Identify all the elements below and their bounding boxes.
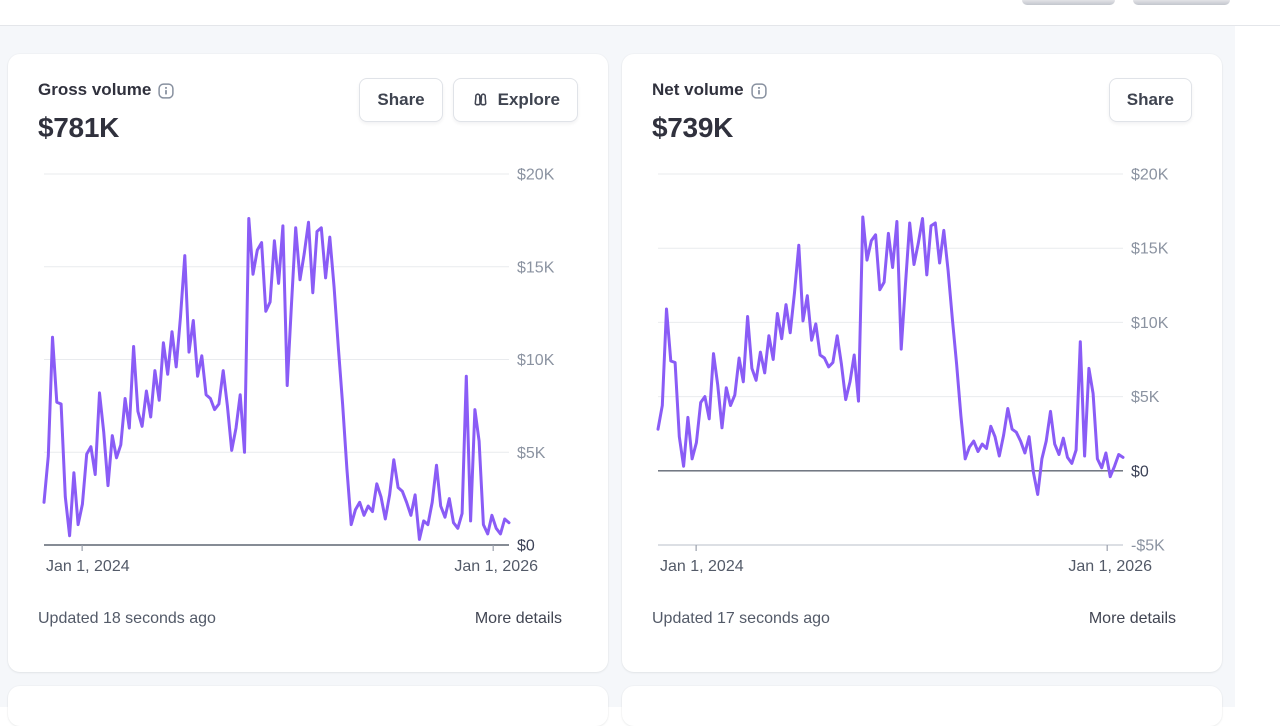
x-axis-labels: Jan 1, 2024 Jan 1, 2026 (38, 556, 578, 578)
svg-text:$0: $0 (1131, 463, 1149, 480)
more-details-link[interactable]: More details (474, 610, 562, 627)
share-button[interactable]: Share (359, 78, 443, 122)
updated-status: Updated 18 seconds ago (38, 610, 216, 627)
partial-card (8, 686, 608, 726)
top-toolbar (0, 0, 1280, 26)
updated-status: Updated 17 seconds ago (652, 610, 830, 627)
dashboard-content: Gross volume $781K Share (0, 26, 1235, 726)
net-volume-card: Net volume $739K Share (622, 54, 1222, 672)
svg-text:$5K: $5K (517, 445, 546, 462)
x-axis-label-end: Jan 1, 2026 (454, 558, 538, 575)
gross-volume-card: Gross volume $781K Share (8, 54, 608, 672)
x-axis-labels: Jan 1, 2024 Jan 1, 2026 (652, 556, 1192, 578)
overview-charts-row: Gross volume $781K Share (8, 54, 1235, 672)
cut-off-toolbar-button[interactable] (1022, 0, 1115, 5)
card-value: $781K (38, 112, 120, 143)
card-title: Gross volume (38, 80, 152, 99)
x-axis-label-start: Jan 1, 2024 (46, 558, 130, 575)
next-cards-row (8, 686, 1235, 726)
cut-off-toolbar-button[interactable] (1133, 0, 1230, 5)
card-title-line: Gross volume (38, 78, 175, 102)
net-volume-line-chart: $20K $15K $10K $5K $0 -$5K (656, 167, 1169, 555)
svg-text:$0: $0 (517, 538, 535, 555)
card-footer: Updated 18 seconds ago More details (38, 608, 578, 630)
svg-text:$10K: $10K (1131, 315, 1169, 332)
svg-text:$20K: $20K (517, 167, 555, 184)
svg-text:$5K: $5K (1131, 389, 1160, 406)
info-icon[interactable] (750, 82, 767, 99)
card-footer: Updated 17 seconds ago More details (652, 608, 1192, 630)
svg-text:$15K: $15K (517, 259, 555, 276)
card-actions: Share Explore (359, 78, 578, 122)
binoculars-icon (471, 91, 490, 110)
x-axis-label-end: Jan 1, 2026 (1068, 558, 1152, 575)
info-icon[interactable] (158, 82, 175, 99)
explore-button[interactable]: Explore (452, 78, 578, 122)
svg-text:-$5K: -$5K (1131, 538, 1165, 555)
card-header: Net volume $739K Share (652, 78, 1192, 146)
card-header: Gross volume $781K Share (38, 78, 578, 146)
card-actions: Share (1108, 78, 1192, 122)
card-title: Net volume (652, 80, 744, 99)
gross-volume-line-chart: $20K $15K $10K $5K $0 (42, 167, 555, 555)
more-details-link[interactable]: More details (1088, 610, 1176, 627)
svg-text:$10K: $10K (517, 352, 555, 369)
card-title-line: Net volume (652, 78, 767, 102)
svg-text:$20K: $20K (1131, 167, 1169, 184)
x-axis-label-start: Jan 1, 2024 (660, 558, 744, 575)
share-button[interactable]: Share (1108, 78, 1192, 122)
card-value: $739K (652, 112, 734, 143)
partial-card (622, 686, 1222, 726)
svg-text:$15K: $15K (1131, 241, 1169, 258)
